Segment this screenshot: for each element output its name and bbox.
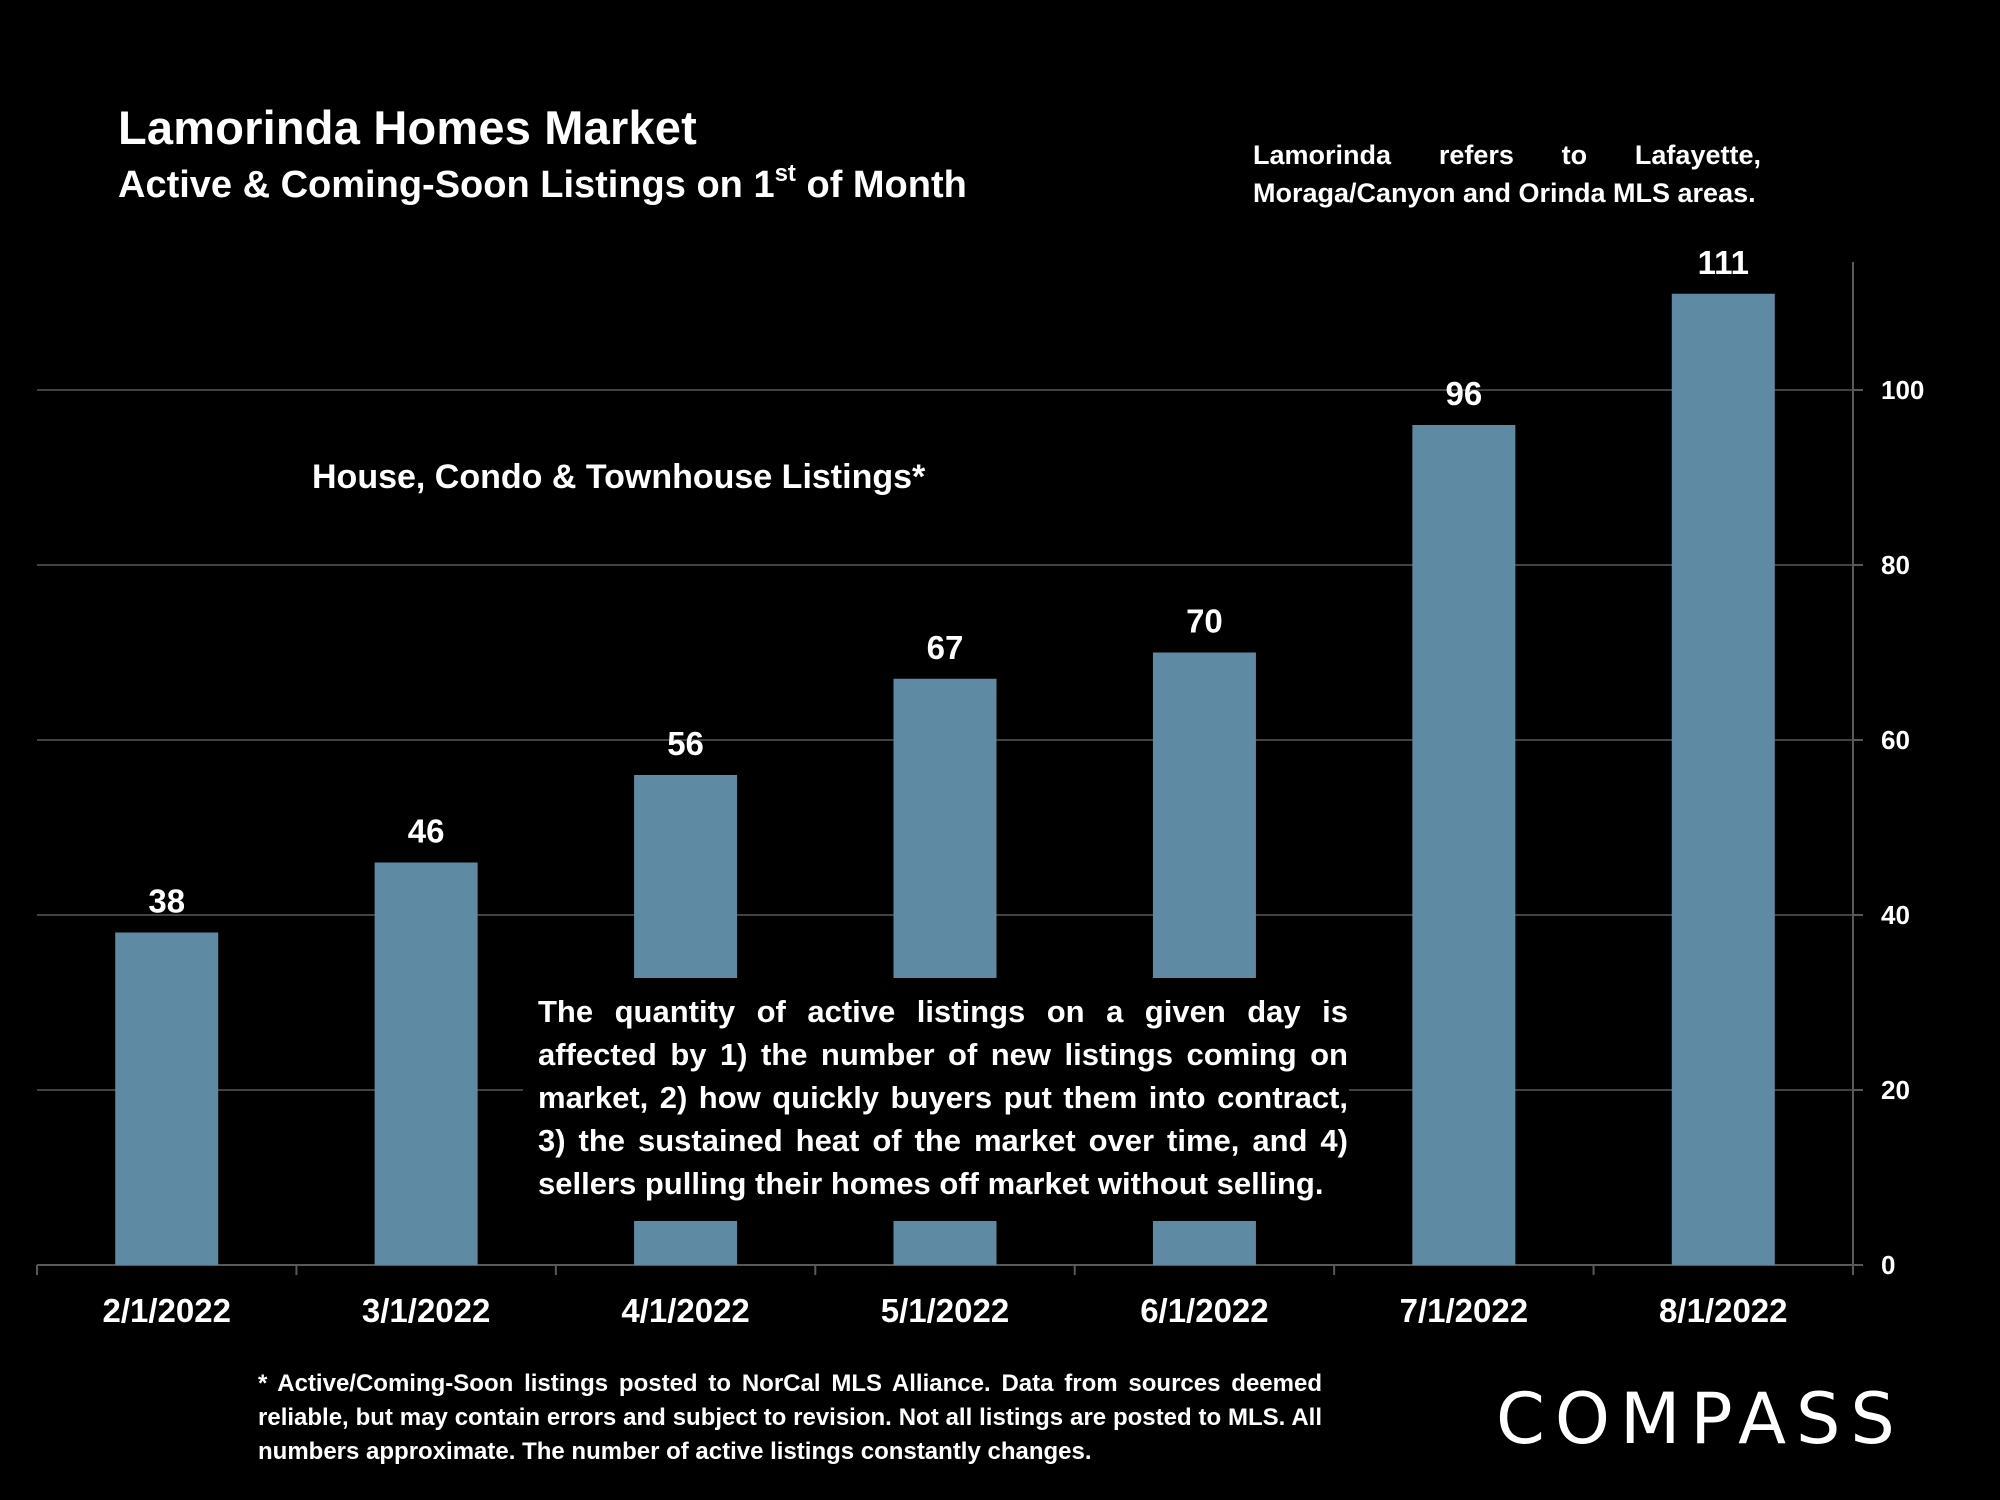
footnote: * Active/Coming-Soon listings posted to … — [258, 1370, 1322, 1465]
subtitle-main: Active & Coming-Soon Listings on 1 — [118, 164, 775, 206]
compass-logo: COMPASS — [1496, 1378, 1905, 1460]
y-tick-label: 100 — [1881, 375, 1924, 405]
y-tick-label: 80 — [1881, 550, 1910, 580]
x-tick-label: 6/1/2022 — [1140, 1292, 1268, 1329]
area-note-word: refers — [1438, 140, 1514, 170]
data-label: 67 — [927, 629, 964, 666]
area-note-word: Lafayette, — [1634, 140, 1761, 170]
area-note-word: Lamorinda — [1253, 140, 1392, 170]
data-label: 70 — [1186, 603, 1223, 640]
data-label: 111 — [1698, 244, 1749, 281]
y-tick-label: 20 — [1881, 1075, 1910, 1105]
x-tick-label: 2/1/2022 — [102, 1292, 230, 1329]
y-tick-label: 60 — [1881, 725, 1910, 755]
bar — [374, 862, 478, 1265]
data-label: 96 — [1445, 375, 1482, 412]
area-note-line1: Lamorinda refers to Lafayette, — [1253, 136, 1761, 174]
x-tick-label: 7/1/2022 — [1400, 1292, 1528, 1329]
explanation-box — [523, 978, 1349, 1221]
x-tick-label: 5/1/2022 — [881, 1292, 1009, 1329]
y-tick-label: 0 — [1881, 1250, 1895, 1280]
x-tick-label: 3/1/2022 — [362, 1292, 490, 1329]
data-label: 56 — [667, 725, 704, 762]
subtitle-superscript: st — [774, 160, 796, 187]
bar — [1671, 293, 1775, 1265]
data-label: 46 — [408, 813, 445, 850]
x-tick-label: 4/1/2022 — [621, 1292, 749, 1329]
chart-title: Lamorinda Homes Market — [118, 101, 698, 154]
data-label: 38 — [148, 883, 185, 920]
subtitle-end: of Month — [795, 164, 967, 206]
bar — [1412, 425, 1516, 1265]
y-tick-label: 40 — [1881, 900, 1910, 930]
area-note: Lamorinda refers to Lafayette, Moraga/Ca… — [1253, 136, 1761, 212]
area-note-word: to — [1561, 140, 1588, 170]
series-label: House, Condo & Townhouse Listings* — [312, 458, 926, 496]
x-tick-label: 8/1/2022 — [1659, 1292, 1787, 1329]
area-note-line2: Moraga/Canyon and Orinda MLS areas. — [1253, 178, 1756, 208]
bar — [115, 932, 219, 1265]
chart-subtitle: Active & Coming-Soon Listings on 1st of … — [118, 160, 967, 207]
explanation-text: The quantity of active listings on a giv… — [538, 994, 1348, 1201]
